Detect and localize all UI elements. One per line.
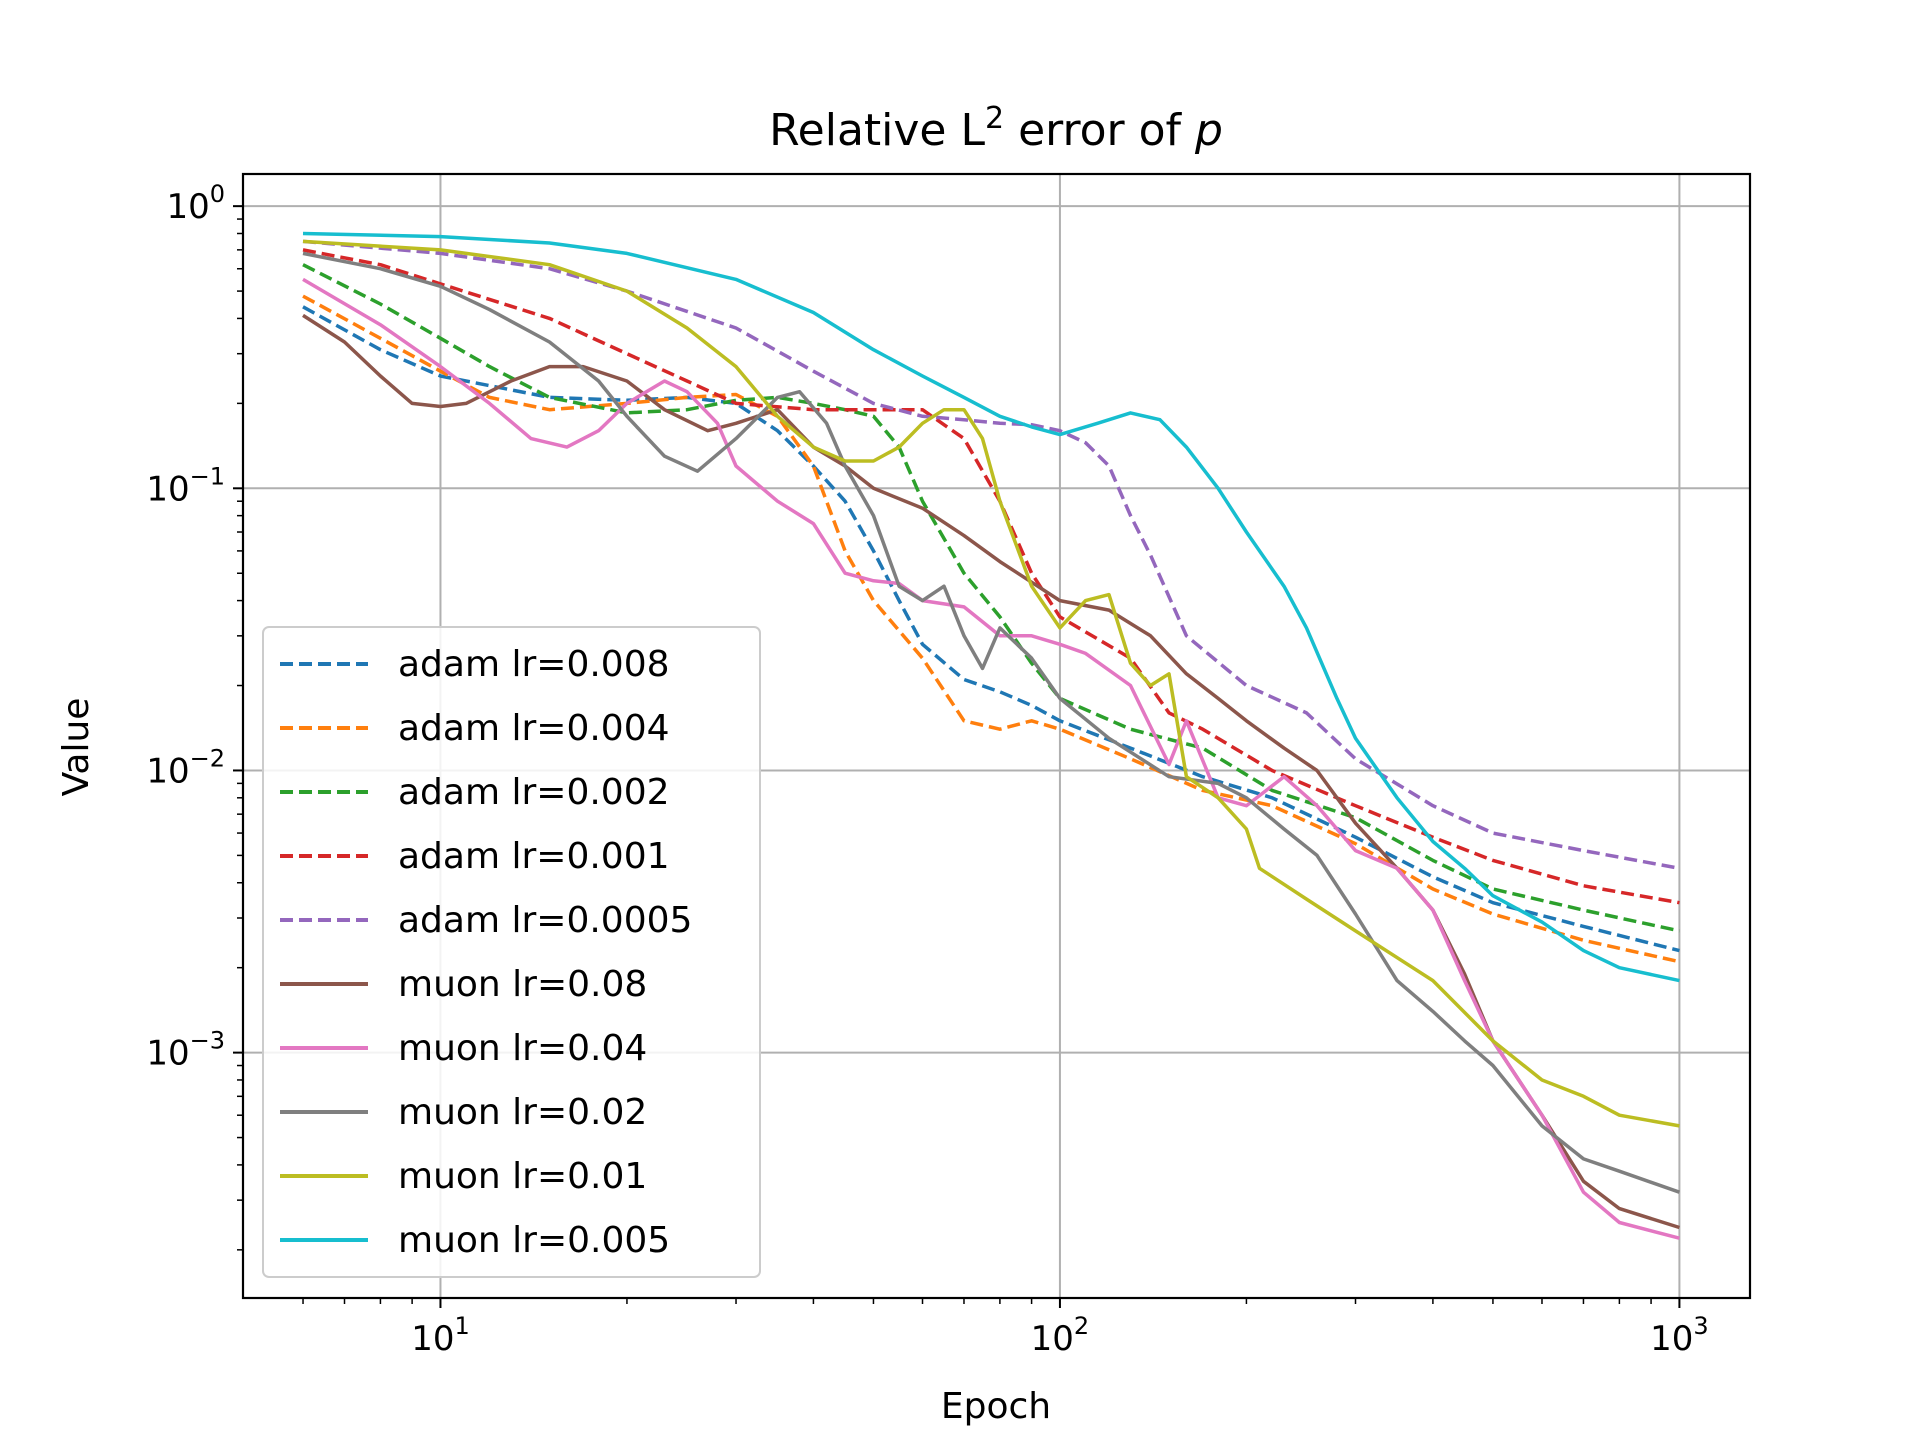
x-tick-label: 101 [411,1312,470,1359]
legend-label: adam lr=0.0005 [398,900,692,941]
legend-label: adam lr=0.002 [398,772,670,813]
series-line [302,231,1680,983]
series-layer [302,231,1680,1240]
title-main: Relative L [769,105,985,156]
y-tick-label: 10−1 [146,462,225,509]
legend-label: muon lr=0.02 [398,1092,647,1133]
legend-label: adam lr=0.004 [398,708,670,749]
chart-title: Relative L2 error of p [769,101,1223,157]
series-line [302,251,1680,1194]
legend: adam lr=0.008 adam lr=0.004 adam lr=0.002 a… [262,626,761,1278]
y-tick-label: 10−3 [146,1027,225,1074]
ticks-layer: 101 102 103 100 10−1 10−2 10−3 [146,180,1708,1359]
series-line [302,277,1680,1240]
legend-label: muon lr=0.005 [398,1220,670,1261]
series-line [302,239,1680,871]
title-rest: error of [1004,105,1195,156]
legend-label: muon lr=0.08 [398,964,647,1005]
series-line [302,239,1680,1128]
legend-label: adam lr=0.008 [398,644,670,685]
x-tick-label: 102 [1031,1312,1090,1359]
plot-frame [241,172,1752,1300]
legend-label: muon lr=0.01 [398,1156,647,1197]
legend-label: muon lr=0.04 [398,1028,647,1069]
y-axis-label: Value [56,698,97,797]
title-variable: p [1194,105,1223,156]
y-tick-label: 10−2 [146,744,225,791]
series-line [302,305,1680,953]
legend-label: adam lr=0.001 [398,836,670,877]
x-tick-label: 103 [1650,1312,1709,1359]
series-line [302,294,1680,964]
y-tick-label: 100 [166,180,225,227]
title-superscript: 2 [985,101,1004,136]
legend-box [262,626,761,1278]
series-line [302,263,1680,933]
x-axis-label: Epoch [941,1386,1051,1427]
